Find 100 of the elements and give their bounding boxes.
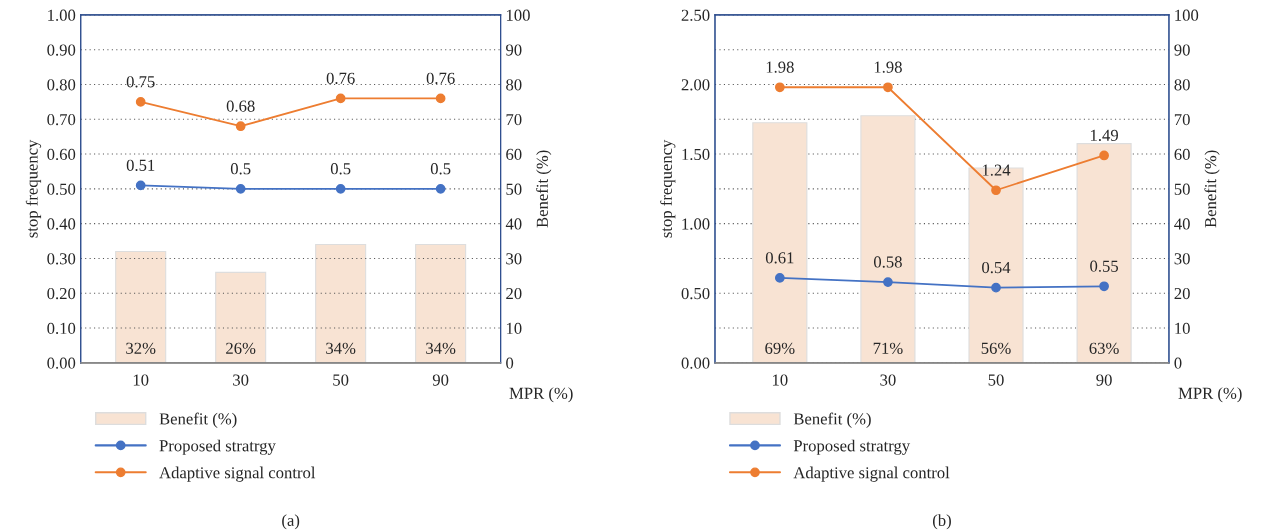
y-axis-title: stop frequency xyxy=(25,139,42,238)
text: (a) xyxy=(282,514,300,530)
bar xyxy=(115,250,167,363)
data-label: 69% xyxy=(765,342,795,354)
y2-tick-label: 20 xyxy=(1174,287,1190,300)
x-tick-label: 50 xyxy=(333,374,349,386)
y2-tick-label: 70 xyxy=(1174,113,1190,126)
point xyxy=(883,82,893,93)
y-tick-label: 0.00 xyxy=(681,357,710,369)
y2-tick-label: 70 xyxy=(506,113,522,126)
data-label: 1.98 xyxy=(766,61,794,73)
x-tick-label: 30 xyxy=(880,374,896,386)
data-label: 34% xyxy=(326,342,356,354)
data-label: 1.24 xyxy=(982,164,1011,176)
y2-tick-label: 50 xyxy=(506,183,522,195)
bar xyxy=(215,271,267,363)
data-label: 0.75 xyxy=(126,76,155,88)
data-label: 0.61 xyxy=(765,252,794,264)
point xyxy=(335,183,346,194)
data-label: 26% xyxy=(226,342,256,354)
x-tick-label: 90 xyxy=(1096,374,1112,386)
point xyxy=(1099,281,1109,292)
y2-tick-label: 30 xyxy=(506,253,522,265)
legend-label: Adaptive signal control xyxy=(793,466,950,482)
point xyxy=(135,97,146,107)
y-tick-label: 0.70 xyxy=(47,113,76,126)
data-label: 0.54 xyxy=(982,261,1011,274)
y2-axis-title: Benefit (%) xyxy=(536,150,552,228)
y2-tick-label: 0 xyxy=(1174,357,1182,369)
data-label: 56% xyxy=(981,342,1011,354)
y2-tick-label: 80 xyxy=(506,79,522,91)
y2-axis-title: Benefit (%) xyxy=(1204,150,1220,228)
point xyxy=(235,121,246,132)
bar xyxy=(860,115,916,363)
data-label: 0.5 xyxy=(330,163,351,175)
data-label: 0.5 xyxy=(230,163,251,175)
point xyxy=(135,180,146,191)
y2-tick-label: 80 xyxy=(1174,79,1190,91)
x-axis-title: MPR (%) xyxy=(1178,387,1242,403)
legend-label: Adaptive signal control xyxy=(159,466,316,482)
y2-tick-label: 90 xyxy=(1174,44,1190,56)
y2-tick-label: 30 xyxy=(1174,253,1190,265)
point xyxy=(1099,150,1109,161)
y-tick-label: 0.20 xyxy=(47,287,76,300)
text: (b) xyxy=(932,514,951,530)
y2-tick-label: 10 xyxy=(506,322,522,334)
point xyxy=(774,273,785,283)
bar xyxy=(1076,143,1132,363)
point xyxy=(883,277,893,287)
bar xyxy=(752,122,808,363)
legend-label: Benefit (%) xyxy=(159,412,237,428)
y-tick-label: 0.40 xyxy=(47,218,76,230)
y2-tick-label: 0 xyxy=(506,357,514,369)
y2-tick-label: 60 xyxy=(506,148,522,161)
legend-label: Proposed stratrgy xyxy=(159,439,276,455)
y-tick-label: 2.00 xyxy=(681,79,710,91)
x-tick-label: 90 xyxy=(432,374,449,386)
y2-tick-label: 100 xyxy=(1175,9,1199,21)
point xyxy=(335,93,346,104)
data-label: 34% xyxy=(426,342,456,354)
x-tick-label: 10 xyxy=(772,374,788,386)
y2-tick-label: 90 xyxy=(506,44,522,56)
data-label: 0.58 xyxy=(873,256,902,268)
y-tick-label: 0.90 xyxy=(47,44,76,56)
bar xyxy=(315,243,367,363)
legend-label: Proposed stratrgy xyxy=(793,439,911,455)
y2-tick-label: 100 xyxy=(506,9,530,21)
point xyxy=(774,82,785,93)
y-tick-label: 0.60 xyxy=(47,148,76,161)
data-label: 0.55 xyxy=(1090,260,1119,272)
data-label: 63% xyxy=(1089,342,1119,354)
data-label: 0.5 xyxy=(430,163,451,175)
y-tick-label: 0.00 xyxy=(47,357,76,369)
y-tick-label: 0.10 xyxy=(47,322,76,335)
point xyxy=(235,183,246,194)
y2-tick-label: 40 xyxy=(1174,218,1190,230)
x-axis-title: MPR (%) xyxy=(509,387,573,403)
data-label: 0.68 xyxy=(226,100,255,112)
data-label: 1.98 xyxy=(874,61,902,73)
point xyxy=(991,185,1001,196)
y2-tick-label: 50 xyxy=(1174,183,1190,195)
bar xyxy=(415,243,467,363)
point xyxy=(435,93,446,104)
y-tick-label: 0.50 xyxy=(681,287,710,300)
point xyxy=(435,183,446,194)
y-tick-label: 0.30 xyxy=(47,253,76,265)
y-tick-label: 0.80 xyxy=(47,79,76,91)
y2-tick-label: 60 xyxy=(1174,148,1190,161)
y-tick-label: 1.50 xyxy=(682,148,710,161)
data-label: 0.76 xyxy=(326,72,355,84)
y2-tick-label: 40 xyxy=(505,218,522,230)
y-tick-label: 1.00 xyxy=(682,218,710,230)
legend-label: Benefit (%) xyxy=(793,412,871,428)
y2-tick-label: 10 xyxy=(1175,322,1190,334)
y-axis-title: stop frequency xyxy=(660,139,676,238)
y-tick-label: 2.50 xyxy=(681,9,710,21)
x-tick-label: 10 xyxy=(133,374,149,386)
data-label: 1.49 xyxy=(1090,129,1118,142)
data-label: 71% xyxy=(873,342,903,354)
y-tick-label: 1.00 xyxy=(48,9,76,21)
